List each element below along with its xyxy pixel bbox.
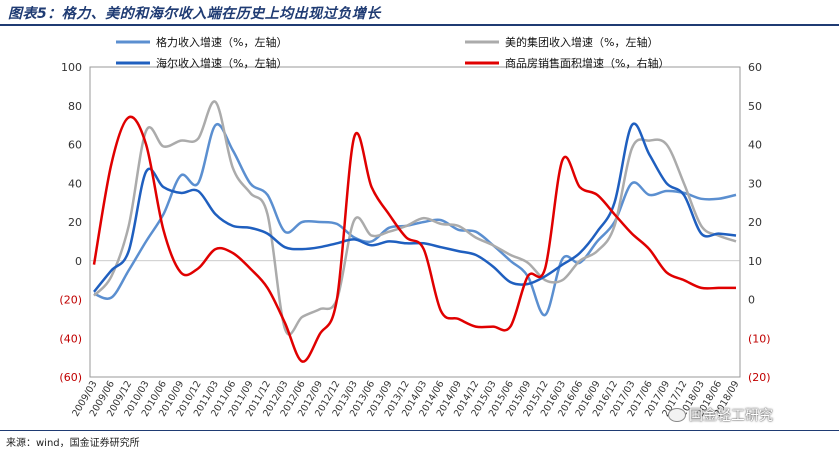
y-left-tick-label: 100 [61, 61, 82, 74]
y-left-tick-label: 60 [68, 139, 82, 152]
y-left-tick-label: (20) [59, 294, 82, 307]
source-note: 来源：wind，国金证券研究所 [6, 438, 140, 449]
chart-title: 图表5：格力、美的和海尔收入端在历史上均出现过负增长 [8, 6, 381, 22]
wechat-icon [668, 408, 686, 422]
series-line [93, 100, 737, 336]
watermark: 国金轻工研究 [668, 405, 773, 425]
y-left-tick-label: 80 [68, 100, 82, 113]
y-left-tick-label: 20 [68, 216, 82, 229]
y-left-tick-label: 0 [75, 255, 82, 268]
legend-label: 格力收入增速（%，左轴） [156, 35, 287, 49]
series-line [92, 115, 736, 363]
y-left-tick-label: 40 [68, 177, 82, 190]
line-chart: (60) (40) (20) 0 20 40 60 80 100 (20) (10) 0 10 20 30 4… [59, 35, 770, 419]
series-lines [92, 100, 737, 363]
y-right-tick-label: 0 [748, 294, 755, 307]
y-right-tick-label: 40 [748, 139, 762, 152]
title-rule [0, 24, 839, 26]
plot-frame [89, 66, 741, 378]
x-tick-labels: 2009/032009/062009/122010/032010/062010/… [70, 379, 741, 419]
y-left-tick-label: (40) [59, 332, 82, 345]
axes [89, 66, 741, 378]
series-line [93, 122, 737, 317]
source-rule [0, 430, 839, 431]
y-right-tick-label: 20 [748, 216, 762, 229]
legend-label: 海尔收入增速（%，左轴） [156, 56, 287, 70]
y-left-tick-label: (60) [59, 371, 82, 384]
y-right-tick-label: 60 [748, 61, 762, 74]
legend: 格力收入增速（%，左轴） 美的集团收入增速（%，左轴） 海尔收入增速（%，左轴） 商品… [116, 35, 669, 70]
y-right-tick-label: (10) [748, 332, 771, 345]
y-right-tick-label: 50 [748, 100, 762, 113]
legend-label: 美的集团收入增速（%，左轴） [505, 35, 658, 49]
series-line [93, 122, 737, 293]
legend-label: 商品房销售面积增速（%，右轴） [505, 56, 669, 70]
y-right-tick-label: 30 [748, 177, 762, 190]
y-right-tick-label: (20) [748, 371, 771, 384]
tick-labels: (60) (40) (20) 0 20 40 60 80 100 (20) (10) 0 10 20 30 4… [59, 61, 770, 384]
y-right-tick-label: 10 [748, 255, 762, 268]
watermark-text: 国金轻工研究 [689, 408, 773, 424]
